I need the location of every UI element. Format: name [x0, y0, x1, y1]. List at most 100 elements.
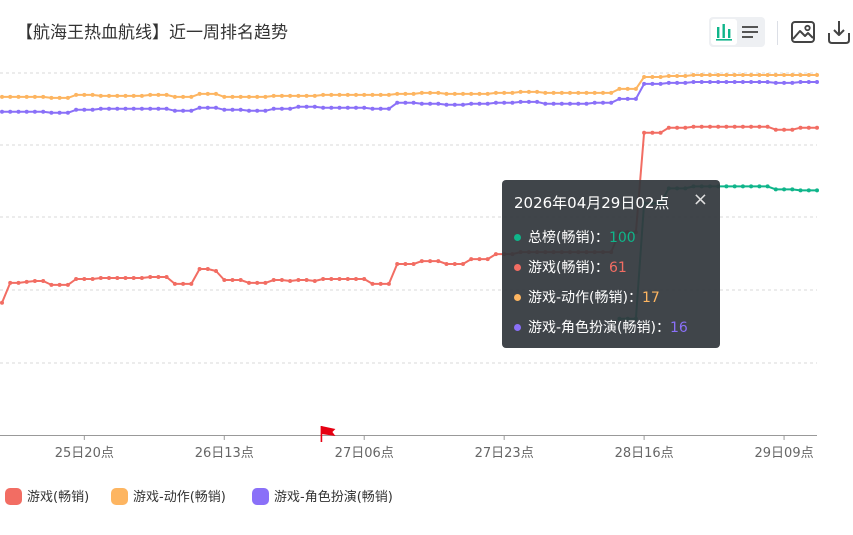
data-point	[131, 93, 136, 98]
data-point	[782, 187, 787, 192]
data-point	[41, 109, 46, 114]
data-point	[403, 100, 408, 105]
data-point	[107, 276, 111, 280]
data-point	[683, 74, 688, 78]
data-point	[115, 106, 120, 111]
data-point	[757, 124, 762, 129]
data-point	[452, 262, 457, 266]
data-point	[90, 277, 95, 281]
series-line	[1, 125, 817, 304]
legend-item[interactable]: 游戏-角色扮演(畅销)	[252, 486, 393, 506]
data-point	[477, 91, 482, 96]
data-point	[197, 105, 202, 110]
data-point	[609, 90, 614, 95]
data-point	[345, 105, 350, 110]
data-point	[337, 277, 342, 281]
data-point	[666, 74, 671, 78]
series-dot-icon	[514, 263, 521, 271]
data-point	[708, 73, 712, 77]
data-point	[90, 107, 95, 112]
data-point	[131, 276, 136, 280]
x-axis: 25日20点 26日13点 27日06点 27日23点 28日16点 29日09点	[0, 426, 817, 461]
data-point	[370, 106, 375, 111]
data-point	[493, 100, 498, 105]
series-dot-icon	[514, 293, 521, 301]
data-point	[304, 278, 309, 282]
tooltip-row-label: 游戏(畅销)：	[528, 260, 609, 276]
data-point	[815, 188, 819, 193]
data-point	[329, 92, 334, 97]
data-point	[699, 124, 704, 129]
download-button[interactable]	[825, 18, 853, 46]
data-point	[131, 106, 136, 111]
data-point	[222, 107, 227, 112]
data-point	[304, 93, 309, 98]
data-point	[82, 107, 87, 112]
series-line	[2, 81, 817, 114]
data-point	[16, 280, 21, 285]
data-point	[386, 106, 391, 111]
data-point	[148, 92, 153, 97]
data-point	[214, 91, 218, 96]
flag-icon	[320, 426, 336, 442]
legend-item[interactable]: 游戏-动作(畅销)	[111, 486, 226, 506]
data-point	[806, 73, 811, 77]
data-point	[378, 92, 383, 97]
data-point	[354, 92, 358, 97]
data-point	[526, 99, 531, 104]
data-point	[123, 276, 128, 280]
data-point	[197, 91, 202, 96]
data-point	[312, 104, 317, 109]
list-view-button[interactable]	[737, 19, 763, 45]
data-point	[247, 108, 251, 113]
data-point	[312, 279, 317, 283]
save-image-button[interactable]	[789, 18, 817, 46]
legend-item[interactable]: 游戏(畅销)	[5, 486, 89, 506]
data-point	[238, 94, 243, 99]
data-point	[354, 277, 358, 281]
data-point	[181, 281, 186, 286]
data-point	[139, 276, 144, 280]
data-point	[90, 92, 95, 97]
data-point	[576, 90, 581, 95]
data-point	[815, 125, 819, 130]
legend-label: 游戏(畅销)	[27, 490, 90, 505]
data-point	[699, 73, 704, 77]
data-point	[749, 184, 754, 189]
close-icon[interactable]: ×	[692, 189, 708, 210]
data-point	[568, 90, 572, 95]
data-point	[485, 257, 490, 262]
data-point	[650, 81, 655, 86]
data-point	[650, 130, 655, 135]
data-point	[806, 80, 811, 84]
tooltip-row-value: 61	[608, 260, 627, 276]
data-point	[362, 92, 367, 97]
data-point	[296, 104, 301, 109]
data-point	[601, 90, 605, 95]
data-point	[740, 124, 745, 129]
data-point	[0, 109, 4, 114]
data-point	[8, 280, 13, 285]
series-1	[0, 73, 819, 100]
data-point	[658, 75, 663, 79]
data-point	[461, 262, 465, 266]
data-point	[74, 92, 79, 97]
data-point	[568, 101, 572, 106]
data-point	[609, 100, 614, 105]
data-point	[321, 277, 326, 281]
tooltip-row-value: 17	[641, 290, 660, 306]
data-point	[172, 94, 177, 99]
data-point	[724, 80, 729, 84]
data-point	[798, 80, 803, 84]
data-point	[543, 101, 548, 106]
data-point	[510, 90, 515, 95]
data-point	[683, 125, 688, 130]
data-point	[386, 281, 391, 286]
data-point	[765, 184, 770, 189]
chart-view-button[interactable]	[711, 19, 737, 45]
data-point	[666, 80, 671, 85]
data-point	[345, 277, 350, 281]
x-tick-label: 28日16点	[615, 446, 674, 461]
data-point	[115, 93, 120, 98]
tooltip-row-value: 16	[669, 320, 688, 336]
